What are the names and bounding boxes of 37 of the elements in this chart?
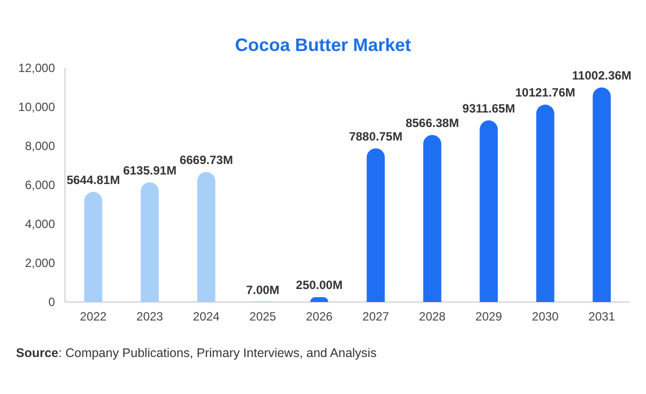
- chart-title: Cocoa Butter Market: [234, 35, 412, 55]
- bar: [480, 120, 498, 302]
- x-tick-label: 2029: [475, 310, 502, 324]
- source-note: Source: Company Publications, Primary Interviews, and Analysis: [16, 346, 377, 360]
- bar: [84, 192, 102, 302]
- data-label: 11002.36M: [572, 68, 632, 82]
- bar: [366, 148, 385, 302]
- y-tick-label: 12,000: [18, 60, 56, 75]
- x-tick-label: 2022: [80, 310, 107, 324]
- x-tick-label: 2027: [362, 310, 390, 324]
- y-tick-label: 6,000: [24, 178, 56, 192]
- data-label: 8566.38M: [406, 116, 459, 130]
- y-tick-label: 8,000: [24, 138, 56, 153]
- y-tick-label: 2,000: [24, 256, 56, 270]
- bar: [197, 172, 216, 302]
- bar: [536, 104, 554, 302]
- data-label: 250.00M: [296, 278, 343, 292]
- x-tick-label: 2024: [192, 310, 220, 324]
- x-tick-label: 2028: [418, 310, 446, 324]
- y-tick-label: 0: [48, 294, 56, 309]
- x-tick-label: 2030: [532, 310, 559, 324]
- data-label: 5644.81M: [66, 172, 120, 187]
- bar: [140, 182, 159, 302]
- data-label: 10121.76M: [515, 86, 576, 100]
- data-label: 7.00M: [246, 282, 280, 297]
- x-tick-label: 2031: [588, 310, 616, 324]
- data-label: 7880.75M: [349, 129, 402, 144]
- data-label: 6135.91M: [123, 163, 176, 178]
- bar: [592, 87, 611, 302]
- x-tick-label: 2025: [249, 310, 276, 324]
- data-label: 6669.73M: [180, 152, 233, 167]
- x-tick-label: 2023: [136, 310, 164, 324]
- y-tick-label: 10,000: [18, 100, 56, 114]
- y-tick-label: 4,000: [24, 216, 56, 231]
- bar: [423, 134, 442, 302]
- x-tick-label: 2026: [306, 310, 333, 324]
- data-label: 9311.65M: [462, 101, 516, 116]
